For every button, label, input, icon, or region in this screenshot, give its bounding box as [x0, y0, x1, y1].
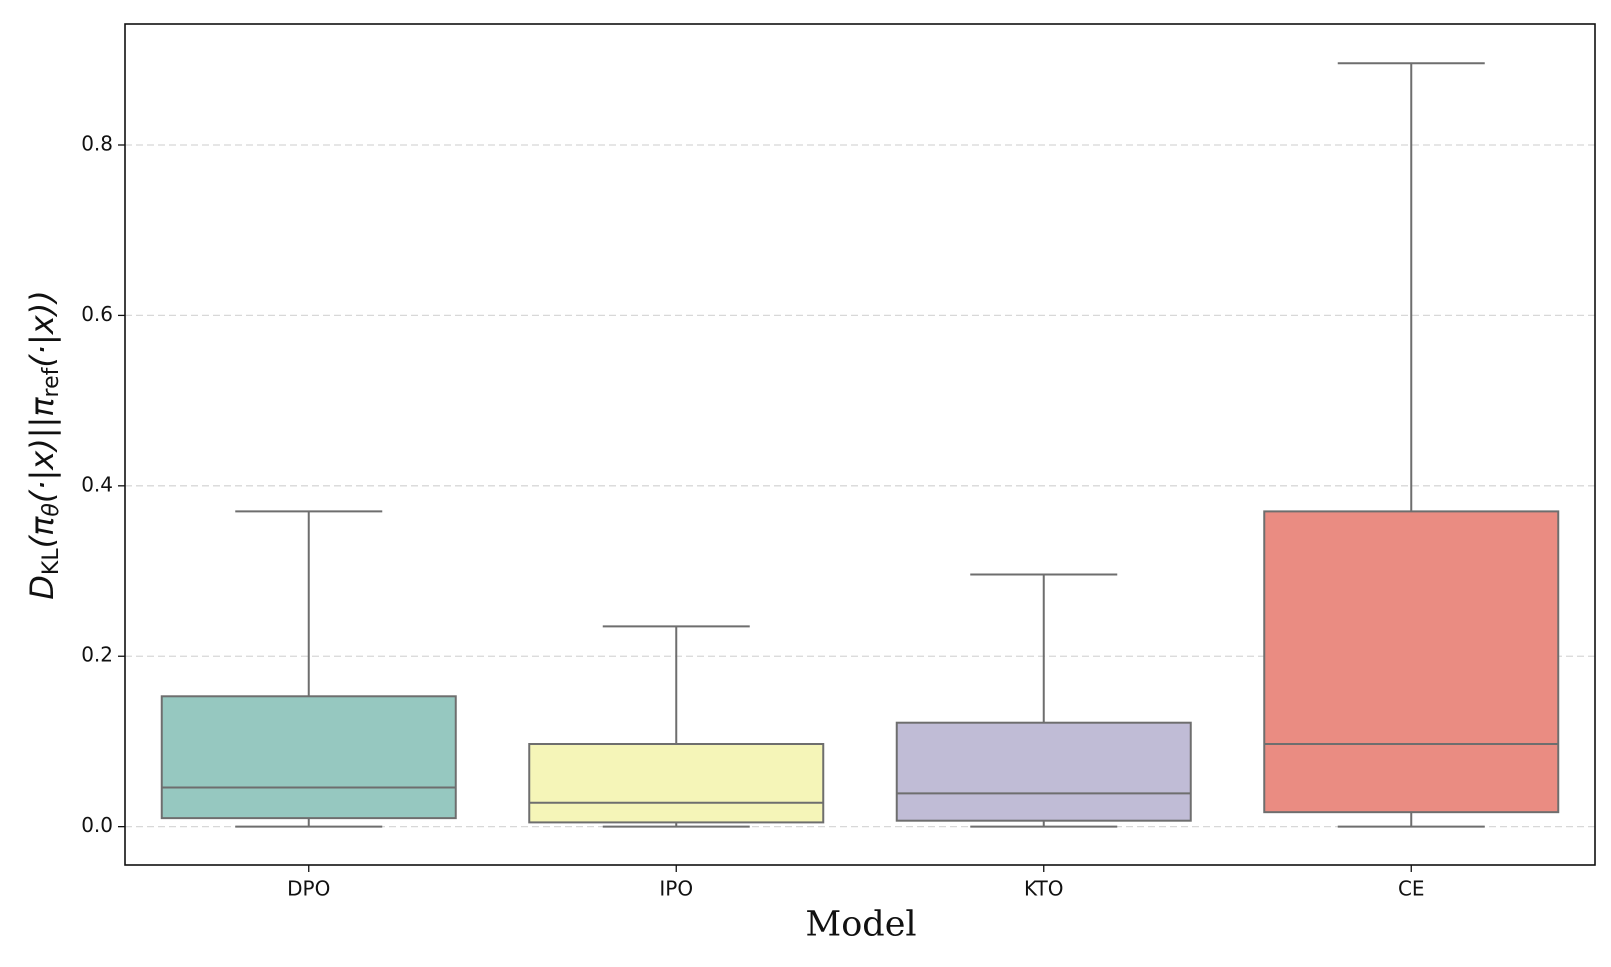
y-axis-label-part: (π	[23, 516, 61, 548]
y-tick-label: 0.2	[81, 643, 113, 667]
box	[1263, 510, 1560, 814]
box	[160, 695, 457, 820]
x-tick-label: IPO	[659, 877, 693, 901]
y-axis-label-part: ref	[39, 366, 64, 397]
y-axis-label-part: KL	[39, 548, 64, 575]
y-tick-label: 0.8	[81, 131, 113, 155]
y-axis-label-part: (·|x))	[23, 290, 61, 367]
box	[528, 743, 825, 824]
y-axis-label-part: (·|x)||π	[23, 397, 61, 503]
y-axis-label: DKL(πθ(·|x)||πref(·|x))	[23, 290, 64, 599]
x-tick-label: KTO	[1024, 877, 1064, 901]
x-tick-label: DPO	[287, 877, 330, 901]
x-axis-label: Model	[805, 905, 916, 945]
y-tick-label: 0.6	[81, 302, 113, 326]
y-axis-label-part: D	[23, 575, 61, 600]
x-tick-label: CE	[1398, 877, 1425, 901]
box	[895, 721, 1192, 822]
y-axis-label-part: θ	[39, 503, 64, 517]
y-tick-label: 0.4	[81, 472, 113, 496]
plot-frame	[124, 23, 1596, 866]
y-tick-label: 0.0	[81, 813, 113, 837]
